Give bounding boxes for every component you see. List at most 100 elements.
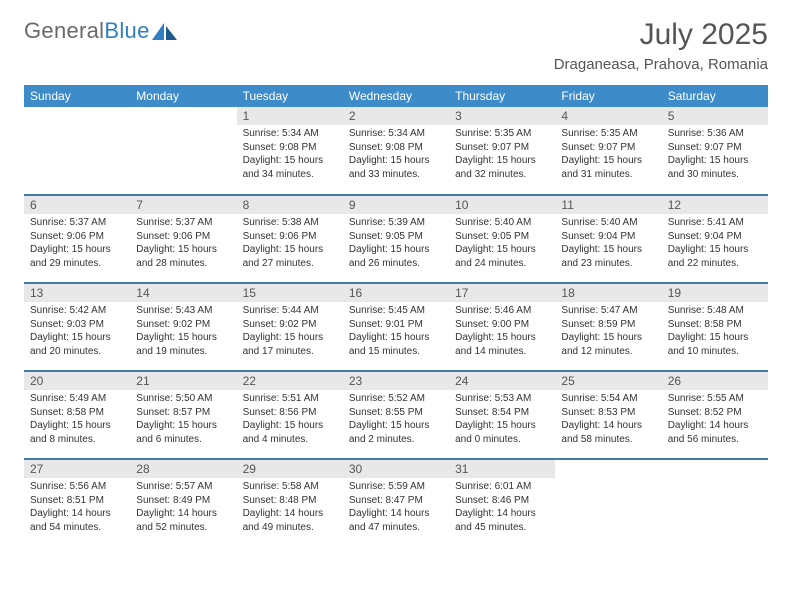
day-line: Sunrise: 5:34 AM <box>349 127 443 141</box>
day-content: Sunrise: 5:34 AMSunset: 9:08 PMDaylight:… <box>343 125 449 187</box>
calendar-cell: 28Sunrise: 5:57 AMSunset: 8:49 PMDayligh… <box>130 459 236 547</box>
day-line: Sunset: 9:08 PM <box>349 141 443 155</box>
day-line: and 58 minutes. <box>561 433 655 447</box>
calendar-cell: 1Sunrise: 5:34 AMSunset: 9:08 PMDaylight… <box>237 107 343 195</box>
day-line: and 47 minutes. <box>349 521 443 535</box>
day-content: Sunrise: 5:34 AMSunset: 9:08 PMDaylight:… <box>237 125 343 187</box>
calendar-cell <box>662 459 768 547</box>
day-line: Sunset: 9:08 PM <box>243 141 337 155</box>
day-line: and 23 minutes. <box>561 257 655 271</box>
weekday-header: Friday <box>555 85 661 107</box>
calendar-table: SundayMondayTuesdayWednesdayThursdayFrid… <box>24 85 768 547</box>
day-line: Sunset: 9:01 PM <box>349 318 443 332</box>
day-line: Sunset: 9:04 PM <box>668 230 762 244</box>
day-number: 18 <box>555 284 661 302</box>
calendar-cell: 6Sunrise: 5:37 AMSunset: 9:06 PMDaylight… <box>24 195 130 283</box>
day-content: Sunrise: 5:37 AMSunset: 9:06 PMDaylight:… <box>130 214 236 276</box>
day-line: Sunrise: 6:01 AM <box>455 480 549 494</box>
day-line: and 45 minutes. <box>455 521 549 535</box>
day-line: Sunrise: 5:38 AM <box>243 216 337 230</box>
day-line: Sunset: 8:48 PM <box>243 494 337 508</box>
day-content: Sunrise: 5:38 AMSunset: 9:06 PMDaylight:… <box>237 214 343 276</box>
day-number: 12 <box>662 196 768 214</box>
day-number: 17 <box>449 284 555 302</box>
day-line: Daylight: 14 hours <box>243 507 337 521</box>
day-number: 7 <box>130 196 236 214</box>
calendar-cell: 23Sunrise: 5:52 AMSunset: 8:55 PMDayligh… <box>343 371 449 459</box>
day-line: Daylight: 15 hours <box>243 331 337 345</box>
calendar-cell: 27Sunrise: 5:56 AMSunset: 8:51 PMDayligh… <box>24 459 130 547</box>
day-number: 13 <box>24 284 130 302</box>
day-line: and 34 minutes. <box>243 168 337 182</box>
day-line: Daylight: 15 hours <box>455 419 549 433</box>
day-line: and 31 minutes. <box>561 168 655 182</box>
logo-word1: General <box>24 18 104 43</box>
day-line: Sunrise: 5:53 AM <box>455 392 549 406</box>
day-content: Sunrise: 5:49 AMSunset: 8:58 PMDaylight:… <box>24 390 130 452</box>
day-number <box>555 460 661 464</box>
day-number <box>130 107 236 111</box>
weekday-header: Tuesday <box>237 85 343 107</box>
day-line: and 27 minutes. <box>243 257 337 271</box>
day-line: and 24 minutes. <box>455 257 549 271</box>
day-line: Sunset: 8:57 PM <box>136 406 230 420</box>
day-line: Sunset: 8:47 PM <box>349 494 443 508</box>
day-line: Sunrise: 5:41 AM <box>668 216 762 230</box>
day-line: Sunset: 8:53 PM <box>561 406 655 420</box>
day-line: Sunrise: 5:59 AM <box>349 480 443 494</box>
day-line: Sunrise: 5:42 AM <box>30 304 124 318</box>
day-number: 1 <box>237 107 343 125</box>
day-line: Daylight: 15 hours <box>561 154 655 168</box>
day-line: and 52 minutes. <box>136 521 230 535</box>
day-line: Sunset: 9:06 PM <box>30 230 124 244</box>
day-line: Sunset: 9:05 PM <box>349 230 443 244</box>
day-number: 26 <box>662 372 768 390</box>
day-content: Sunrise: 5:42 AMSunset: 9:03 PMDaylight:… <box>24 302 130 364</box>
day-line: Daylight: 15 hours <box>455 154 549 168</box>
calendar-cell: 5Sunrise: 5:36 AMSunset: 9:07 PMDaylight… <box>662 107 768 195</box>
calendar-cell: 21Sunrise: 5:50 AMSunset: 8:57 PMDayligh… <box>130 371 236 459</box>
calendar-cell: 12Sunrise: 5:41 AMSunset: 9:04 PMDayligh… <box>662 195 768 283</box>
day-line: Sunset: 9:07 PM <box>561 141 655 155</box>
weekday-row: SundayMondayTuesdayWednesdayThursdayFrid… <box>24 85 768 107</box>
day-line: and 20 minutes. <box>30 345 124 359</box>
day-line: Daylight: 14 hours <box>455 507 549 521</box>
day-number: 5 <box>662 107 768 125</box>
day-line: Daylight: 15 hours <box>136 419 230 433</box>
day-line: and 10 minutes. <box>668 345 762 359</box>
day-line: and 49 minutes. <box>243 521 337 535</box>
day-line: Sunset: 9:05 PM <box>455 230 549 244</box>
day-content: Sunrise: 6:01 AMSunset: 8:46 PMDaylight:… <box>449 478 555 540</box>
weekday-header: Monday <box>130 85 236 107</box>
day-number: 4 <box>555 107 661 125</box>
day-line: Daylight: 15 hours <box>561 331 655 345</box>
day-content: Sunrise: 5:48 AMSunset: 8:58 PMDaylight:… <box>662 302 768 364</box>
day-number: 19 <box>662 284 768 302</box>
day-line: Sunset: 9:00 PM <box>455 318 549 332</box>
day-line: Sunrise: 5:34 AM <box>243 127 337 141</box>
calendar-cell: 17Sunrise: 5:46 AMSunset: 9:00 PMDayligh… <box>449 283 555 371</box>
day-content: Sunrise: 5:41 AMSunset: 9:04 PMDaylight:… <box>662 214 768 276</box>
day-line: Daylight: 15 hours <box>30 419 124 433</box>
calendar-cell: 30Sunrise: 5:59 AMSunset: 8:47 PMDayligh… <box>343 459 449 547</box>
day-number: 16 <box>343 284 449 302</box>
day-content: Sunrise: 5:36 AMSunset: 9:07 PMDaylight:… <box>662 125 768 187</box>
day-number <box>662 460 768 464</box>
calendar-cell: 31Sunrise: 6:01 AMSunset: 8:46 PMDayligh… <box>449 459 555 547</box>
day-line: Sunrise: 5:37 AM <box>136 216 230 230</box>
day-number: 25 <box>555 372 661 390</box>
day-line: Sunrise: 5:44 AM <box>243 304 337 318</box>
day-line: Daylight: 15 hours <box>136 243 230 257</box>
day-line: Sunset: 8:59 PM <box>561 318 655 332</box>
day-number: 11 <box>555 196 661 214</box>
day-number: 2 <box>343 107 449 125</box>
day-line: Daylight: 15 hours <box>30 243 124 257</box>
day-line: Sunset: 9:06 PM <box>136 230 230 244</box>
calendar-cell: 24Sunrise: 5:53 AMSunset: 8:54 PMDayligh… <box>449 371 555 459</box>
day-line: Daylight: 15 hours <box>668 243 762 257</box>
day-line: Daylight: 15 hours <box>349 419 443 433</box>
logo-word2: Blue <box>104 18 149 43</box>
day-content: Sunrise: 5:40 AMSunset: 9:04 PMDaylight:… <box>555 214 661 276</box>
day-line: Sunset: 9:03 PM <box>30 318 124 332</box>
day-number: 15 <box>237 284 343 302</box>
